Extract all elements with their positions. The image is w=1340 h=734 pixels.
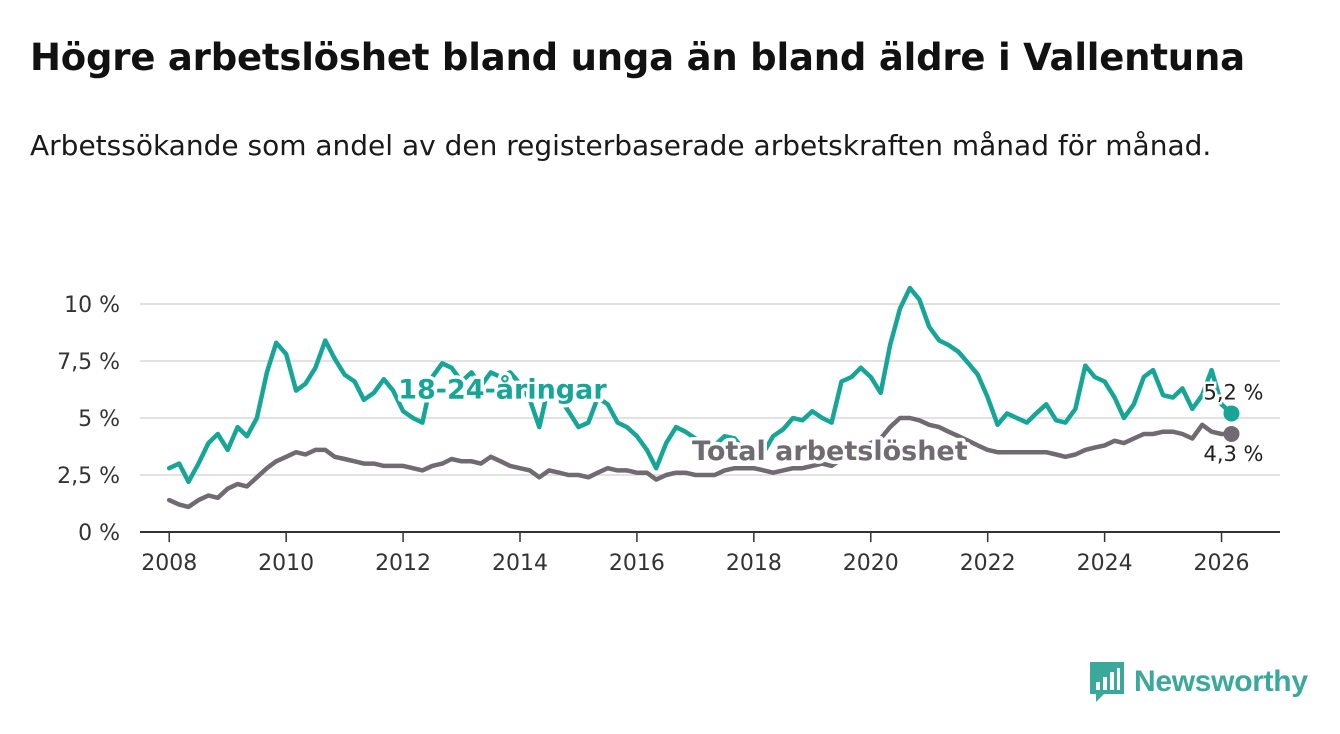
series-line-18-24-åringar bbox=[166, 285, 1234, 485]
newsworthy-logo: Newsworthy bbox=[1088, 660, 1308, 704]
x-tick-label: 2018 bbox=[726, 551, 782, 576]
end-value-label: 5,2 % bbox=[1203, 380, 1263, 404]
chart-title: Högre arbetslöshet bland unga än bland ä… bbox=[30, 36, 1245, 79]
x-tick-label: 2012 bbox=[375, 551, 431, 576]
brand-name: Newsworthy bbox=[1134, 665, 1308, 698]
annotations: 18-24-åringar Total arbetslöshet bbox=[395, 370, 972, 471]
end-point-marker bbox=[1223, 425, 1240, 442]
x-axis-ticks: 2008 2010 2012 2014 2016 2018 2020 2022 2024 2026 bbox=[140, 531, 1280, 576]
chart-subtitle: Arbetssökande som andel av den registerb… bbox=[30, 129, 1212, 162]
series-line-total-arbetslöshet bbox=[166, 415, 1234, 510]
x-tick-label: 2020 bbox=[843, 551, 899, 576]
series-label: 18-24-åringar bbox=[398, 373, 607, 405]
series bbox=[166, 285, 1234, 510]
y-tick-label: 0 % bbox=[78, 521, 120, 546]
y-tick-label: 2,5 % bbox=[57, 464, 120, 489]
x-tick-label: 2024 bbox=[1077, 551, 1133, 576]
x-tick-label: 2016 bbox=[609, 551, 665, 576]
y-axis-ticks: 0 % 2,5 % 5 % 7,5 % 10 % bbox=[57, 293, 120, 546]
end-markers: 5,2 % 4,3 % bbox=[1201, 378, 1266, 469]
line-chart: 0 % 2,5 % 5 % 7,5 % 10 % 2008 2010 2012 2014 201… bbox=[57, 285, 1280, 576]
x-tick-label: 2022 bbox=[960, 551, 1016, 576]
newsworthy-chart-icon bbox=[1090, 662, 1124, 702]
series-label: Total arbetslöshet bbox=[692, 436, 968, 467]
y-tick-label: 10 % bbox=[64, 293, 120, 318]
x-tick-label: 2008 bbox=[141, 551, 197, 576]
x-tick-label: 2010 bbox=[258, 551, 314, 576]
x-tick-label: 2026 bbox=[1194, 551, 1250, 576]
x-tick-label: 2014 bbox=[492, 551, 548, 576]
y-tick-label: 5 % bbox=[78, 407, 120, 432]
end-value-label: 4,3 % bbox=[1203, 442, 1263, 466]
y-tick-label: 7,5 % bbox=[57, 350, 120, 375]
end-point-marker bbox=[1223, 405, 1240, 422]
